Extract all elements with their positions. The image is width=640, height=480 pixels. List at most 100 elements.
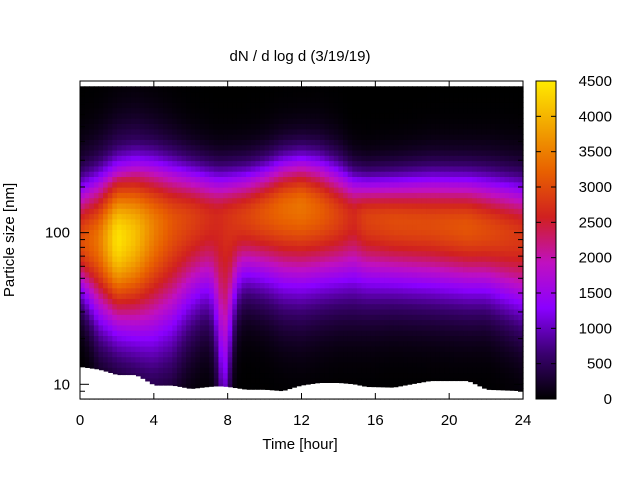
heatmap-cell [513,293,519,299]
heatmap-cell [167,346,173,352]
heatmap-cell [343,155,349,162]
heatmap-cell [84,234,90,241]
heatmap-cell [204,271,210,278]
heatmap-cell [241,335,247,342]
heatmap-cell [329,155,335,162]
heatmap-cell [375,218,381,225]
heatmap-cell [241,128,247,135]
heatmap-cell [250,266,256,273]
heatmap-cell [176,171,183,177]
heatmap-cell [384,377,390,384]
heatmap-cell [283,202,289,209]
heatmap-cell [232,149,238,156]
heatmap-cell [121,361,127,368]
heatmap-cell [416,123,423,130]
heatmap-cell [264,324,270,331]
heatmap-cell [315,240,321,246]
heatmap-cell [241,229,247,236]
heatmap-cell [366,144,372,151]
heatmap-cell [513,245,519,252]
heatmap-cell [190,324,196,331]
heatmap-cell [255,176,261,183]
heatmap-cell [264,149,270,156]
heatmap-cell [384,287,390,294]
heatmap-cell [135,213,141,220]
heatmap-cell [241,234,247,241]
heatmap-cell [176,155,183,162]
heatmap-cell [144,293,150,299]
heatmap-cell [398,160,404,167]
heatmap-cell [278,298,284,305]
heatmap-cell [264,319,270,326]
heatmap-cell [121,293,127,299]
heatmap-cell [366,208,372,215]
heatmap-cell [172,340,178,347]
heatmap-cell [384,335,390,342]
heatmap-cell [421,346,427,352]
heatmap-cell [209,218,215,225]
heatmap-cell [407,319,413,326]
heatmap-cell [103,213,109,220]
heatmap-cell [407,240,413,246]
heatmap-cell [513,372,519,379]
heatmap-cell [324,340,330,347]
heatmap-cell [255,303,261,310]
heatmap-cell [292,383,298,389]
heatmap-cell [361,240,367,246]
heatmap-cell [398,377,404,384]
heatmap-cell [509,277,515,283]
heatmap-cell [80,155,86,162]
heatmap-cell [375,346,381,352]
heatmap-cell [356,314,363,321]
heatmap-cell [324,128,330,135]
heatmap-cell [379,277,386,283]
heatmap-cell [264,346,270,352]
heatmap-cell [287,356,293,363]
heatmap-cell [213,255,220,262]
heatmap-cell [379,377,386,384]
heatmap-cell [269,340,275,347]
heatmap-cell [93,187,100,193]
heatmap-cell [287,134,293,140]
heatmap-cell [329,314,335,321]
heatmap-cell [393,245,399,252]
heatmap-cell [393,314,399,321]
heatmap-cell [241,176,247,183]
heatmap-cell [412,277,418,283]
heatmap-cell [504,314,510,321]
heatmap-cell [319,319,326,326]
heatmap-cell [426,234,432,241]
heatmap-cell [149,192,155,199]
heatmap-cell [246,298,252,305]
heatmap-cell [232,356,238,363]
heatmap-cell [467,218,473,225]
heatmap-cell [476,335,483,342]
heatmap-cell [103,324,109,331]
heatmap-cell [403,271,409,278]
heatmap-cell [232,213,238,220]
heatmap-cell [366,213,372,220]
heatmap-cell [121,346,127,352]
heatmap-cell [246,155,252,162]
heatmap-cell [329,160,335,167]
heatmap-cell [199,240,206,246]
heatmap-cell [375,128,381,135]
heatmap-cell [495,282,501,289]
heatmap-cell [463,128,469,135]
heatmap-cell [167,224,173,230]
heatmap-cell [255,255,261,262]
heatmap-cell [518,155,524,162]
heatmap-cell [463,335,469,342]
heatmap-cell [398,261,404,268]
heatmap-cell [301,144,307,151]
heatmap-cell [495,346,501,352]
heatmap-cell [227,319,233,326]
heatmap-cell [93,361,100,368]
heatmap-cell [513,134,519,140]
heatmap-cell [241,160,247,167]
heatmap-cell [352,187,358,193]
heatmap-cell [426,229,432,236]
heatmap-cell [356,308,363,315]
heatmap-cell [509,324,515,331]
heatmap-cell [283,139,289,146]
